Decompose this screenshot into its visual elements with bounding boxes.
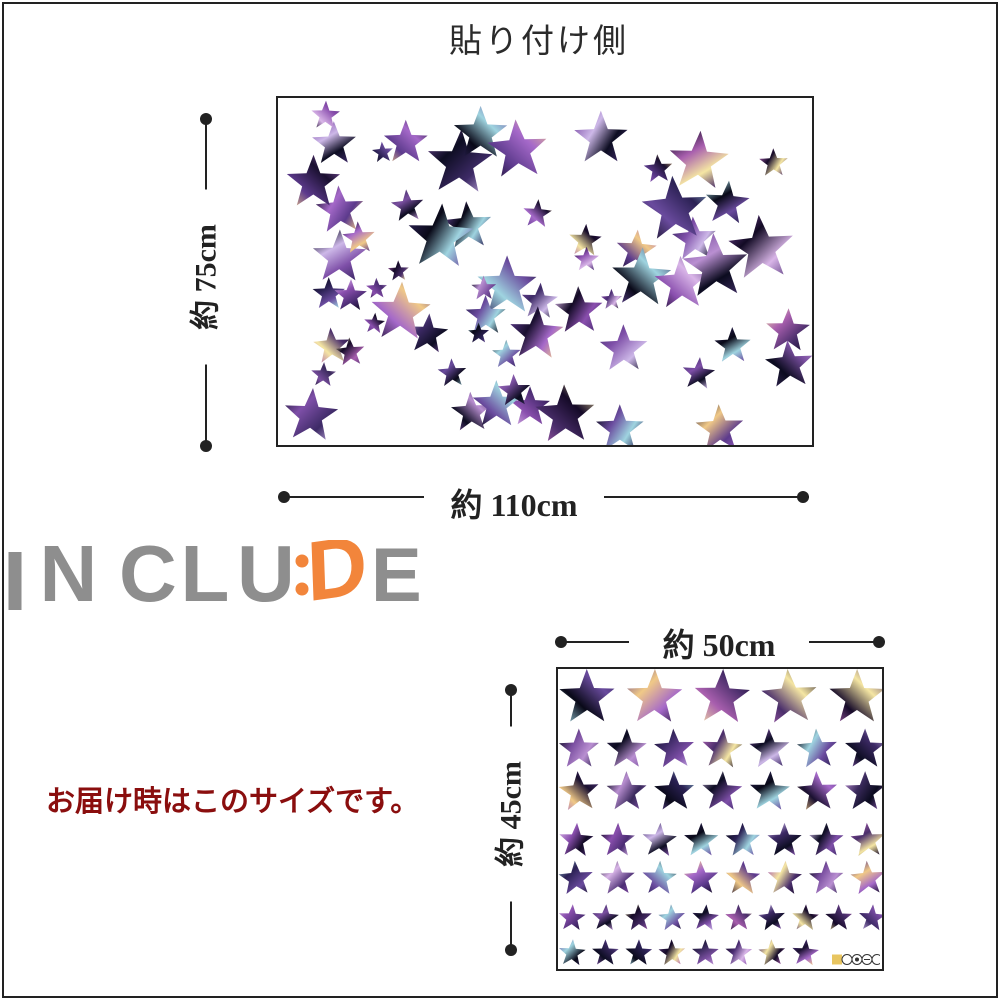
svg-text:N: N [40,540,98,618]
svg-text:E: E [371,540,422,618]
svg-text:D: D [305,540,368,619]
svg-text:L: L [181,540,230,618]
svg-text:C: C [119,540,177,618]
svg-text:U: U [237,540,295,618]
